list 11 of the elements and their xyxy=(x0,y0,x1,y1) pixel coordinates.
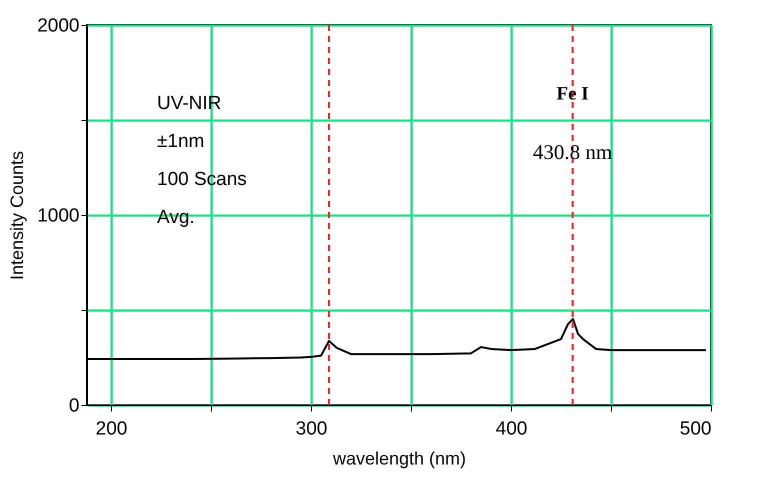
annotation: Fe I xyxy=(556,83,589,104)
y-tick-label: 1000 xyxy=(37,206,80,226)
y-axis-title: Intensity Counts xyxy=(7,150,28,280)
x-tick-label: 300 xyxy=(296,418,328,440)
y-tick-label: 2000 xyxy=(37,16,80,36)
x-tick-label: 500 xyxy=(680,418,712,440)
x-tick-label: 400 xyxy=(496,418,528,440)
x-tick-label: 200 xyxy=(96,418,128,440)
y-tick-label: 0 xyxy=(68,396,80,416)
annotation: ±1nm xyxy=(157,131,204,152)
x-axis-title: wavelength (nm) xyxy=(332,448,466,468)
